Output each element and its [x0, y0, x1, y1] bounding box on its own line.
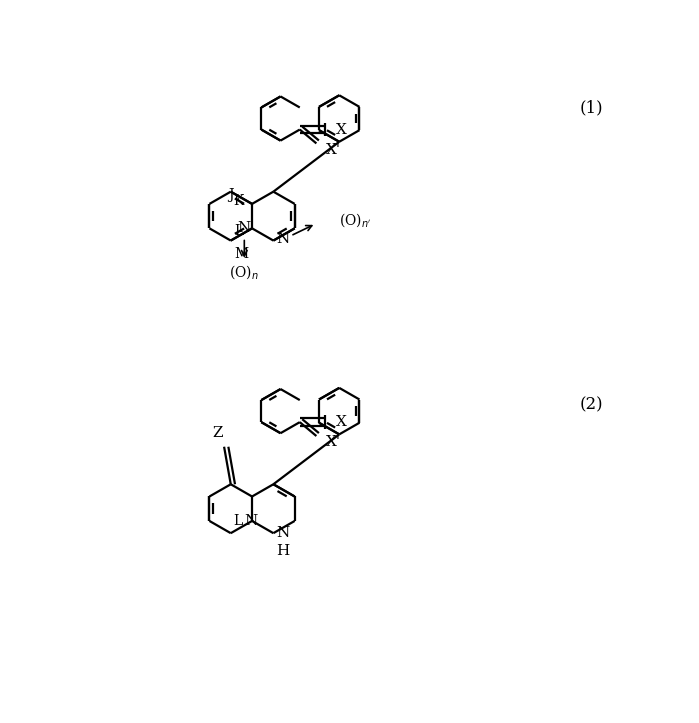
- Text: X: X: [336, 415, 347, 429]
- Text: (O)$_{n'}$: (O)$_{n'}$: [339, 212, 372, 229]
- Text: M: M: [234, 247, 248, 262]
- Text: X': X': [326, 435, 341, 449]
- Text: L: L: [233, 514, 243, 528]
- Text: (1): (1): [579, 100, 603, 117]
- Text: X': X': [326, 142, 341, 157]
- Text: N: N: [238, 221, 251, 236]
- Text: (O)$_n$: (O)$_n$: [229, 263, 259, 281]
- Text: K: K: [233, 194, 244, 208]
- Text: N: N: [276, 232, 289, 246]
- Text: X: X: [336, 123, 347, 137]
- Text: Z: Z: [212, 426, 223, 440]
- Text: L: L: [234, 223, 243, 238]
- Text: J: J: [228, 189, 233, 202]
- Text: N: N: [276, 526, 289, 540]
- Text: H: H: [276, 544, 289, 558]
- Text: (2): (2): [579, 396, 603, 414]
- Text: N: N: [244, 514, 257, 528]
